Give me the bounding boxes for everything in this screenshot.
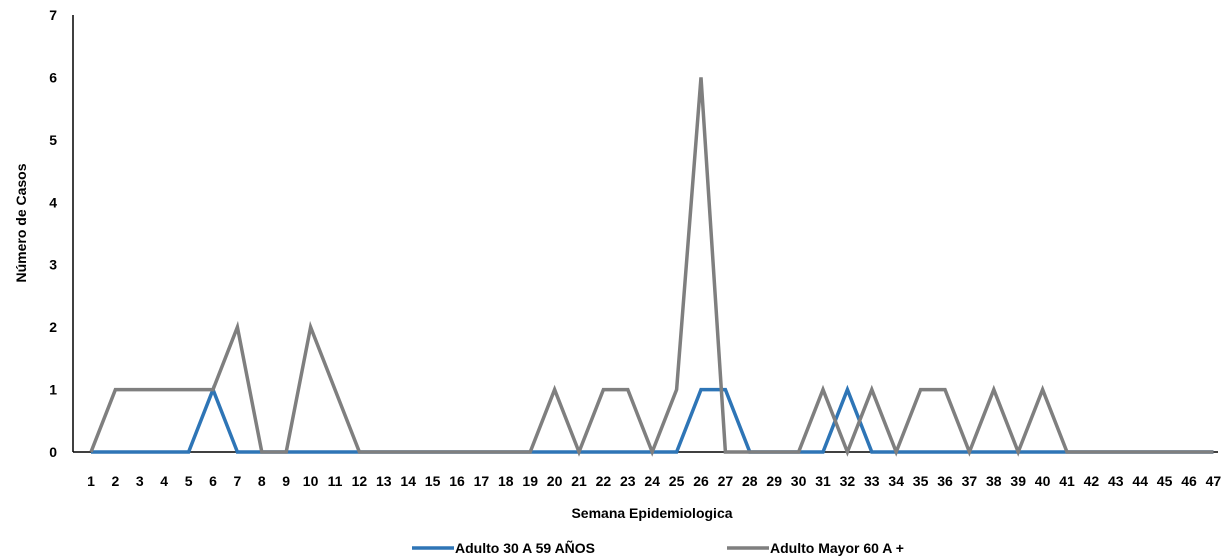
x-tick-label: 47: [1206, 473, 1222, 489]
series-lines: [89, 77, 1214, 457]
legend-label-1: Adulto 30 A 59 AÑOS: [455, 539, 595, 556]
x-tick-label: 9: [282, 473, 290, 489]
x-tick-label: 36: [937, 473, 953, 489]
x-tick-label: 5: [185, 473, 193, 489]
x-tick-label: 1: [87, 473, 95, 489]
x-tick-label: 18: [498, 473, 514, 489]
x-tick-label: 45: [1157, 473, 1173, 489]
x-tick-label: 17: [474, 473, 490, 489]
x-tick-label: 6: [209, 473, 217, 489]
x-tick-label: 3: [136, 473, 144, 489]
x-tick-label: 34: [888, 473, 904, 489]
y-tick-label: 7: [49, 7, 57, 23]
x-tick-label: 43: [1108, 473, 1124, 489]
x-tick-label: 35: [913, 473, 929, 489]
y-tick-label: 4: [49, 194, 57, 210]
x-tick-label: 31: [815, 473, 831, 489]
x-tick-label: 29: [766, 473, 782, 489]
x-tick-label: 41: [1059, 473, 1075, 489]
y-tick-label: 0: [49, 444, 57, 460]
x-tick-label: 46: [1181, 473, 1197, 489]
x-tick-label: 23: [620, 473, 636, 489]
x-tick-label: 27: [718, 473, 734, 489]
x-tick-label: 33: [864, 473, 880, 489]
x-tick-label: 28: [742, 473, 758, 489]
x-tick-label: 26: [693, 473, 709, 489]
x-tick-label: 25: [669, 473, 685, 489]
y-axis: 0 1 2 3 4 5 6 7: [49, 7, 74, 460]
x-tick-label: 22: [596, 473, 612, 489]
x-tick-label: 10: [303, 473, 319, 489]
x-tick-label: 4: [160, 473, 168, 489]
x-tick-label: 44: [1132, 473, 1148, 489]
x-tick-label: 15: [425, 473, 441, 489]
legend: Adulto 30 A 59 AÑOS Adulto Mayor 60 A +: [412, 539, 904, 556]
x-tick-label: 39: [1010, 473, 1026, 489]
x-tick-label: 19: [522, 473, 538, 489]
x-tick-label: 38: [986, 473, 1002, 489]
x-tick-label: 16: [449, 473, 465, 489]
x-tick-label: 42: [1084, 473, 1100, 489]
x-tick-label: 40: [1035, 473, 1051, 489]
y-tick-label: 2: [49, 319, 57, 335]
x-tick-label: 24: [644, 473, 660, 489]
y-tick-label: 3: [49, 257, 57, 273]
series-line-2: [89, 77, 1214, 457]
x-tick-label: 13: [376, 473, 392, 489]
y-tick-label: 1: [49, 382, 57, 398]
x-tick-label: 37: [962, 473, 978, 489]
x-tick-label: 30: [791, 473, 807, 489]
x-axis-title: Semana Epidemiologica: [571, 505, 732, 521]
y-tick-label: 6: [49, 69, 57, 85]
x-axis: 1 2 3 4 5 6 7 8 9 10 11 12 13 14 15 16 17 18 19 20 21 22 23 24 2…: [73, 451, 1222, 489]
y-tick-label: 5: [49, 132, 57, 148]
x-tick-label: 11: [328, 473, 343, 489]
x-tick-label: 21: [571, 473, 587, 489]
legend-label-2: Adulto Mayor 60 A +: [770, 540, 904, 556]
x-tick-label: 8: [258, 473, 266, 489]
x-tick-label: 2: [112, 473, 120, 489]
x-tick-label: 14: [400, 473, 416, 489]
x-tick-label: 12: [352, 473, 368, 489]
y-axis-title: Número de Casos: [13, 163, 29, 282]
x-tick-label: 32: [840, 473, 856, 489]
x-tick-label: 7: [234, 473, 242, 489]
x-tick-label: 20: [547, 473, 563, 489]
